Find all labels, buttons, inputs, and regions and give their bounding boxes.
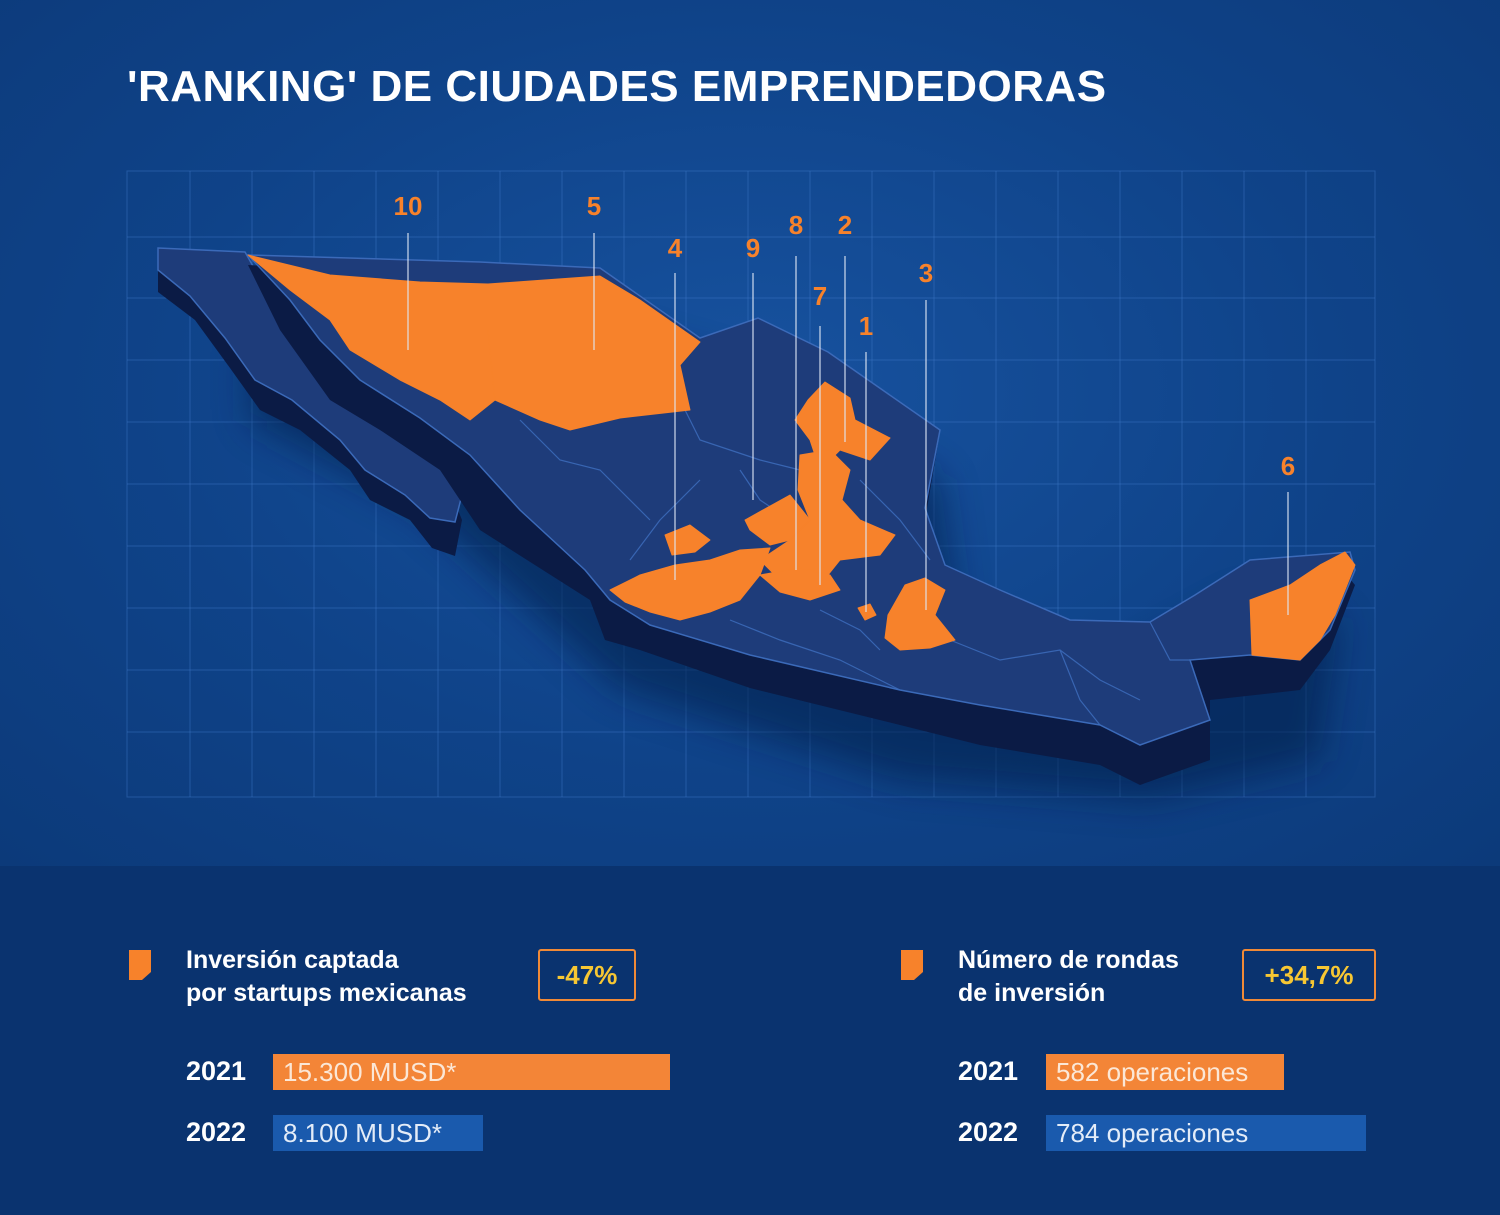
investment-title-line2: por startups mexicanas: [186, 979, 467, 1007]
investment-title: Inversión captada por startups mexicanas: [186, 944, 467, 1010]
state-quintana-roo: [1249, 551, 1356, 661]
state-zacatecas: [744, 494, 811, 546]
leader-lines: [407, 233, 1289, 615]
rank-label-10: 10: [394, 191, 423, 221]
flag-icon: [129, 950, 151, 980]
rank-label-3: 3: [919, 258, 933, 288]
investment-title-line1: Inversión captada: [186, 946, 399, 974]
investment-bar-2022: 8.100 MUSD*: [273, 1115, 483, 1151]
state-sonora: [247, 254, 496, 421]
rounds-year-2021: 2021: [958, 1056, 1019, 1086]
rank-label-7: 7: [813, 281, 827, 311]
rank-label-1: 1: [859, 311, 873, 341]
rank-label-2: 2: [838, 210, 852, 240]
rank-label-4: 4: [668, 233, 683, 263]
rounds-title: Número de rondas de inversión: [958, 944, 1179, 1010]
rank-label-8: 8: [789, 210, 803, 240]
highlighted-states: [247, 254, 1356, 661]
rounds-change-badge: +34,7%: [1242, 949, 1376, 1001]
flag-icon: [901, 950, 923, 980]
investment-panel: Inversión captada por startups mexicanas…: [0, 866, 670, 1215]
stats-section: Inversión captada por startups mexicanas…: [0, 866, 1500, 1215]
rounds-title-line1: Número de rondas: [958, 946, 1179, 974]
state-borders: [519, 399, 1190, 726]
rounds-bar-2021: 582 operaciones: [1046, 1054, 1284, 1090]
state-chihuahua: [487, 275, 701, 431]
rank-label-6: 6: [1281, 451, 1295, 481]
investment-change-badge: -47%: [538, 949, 636, 1001]
rounds-panel: Número de rondas de inversión +34,7% 202…: [772, 866, 1376, 1215]
rounds-title-line2: de inversión: [958, 979, 1106, 1007]
investment-bar-2021: 15.300 MUSD*: [273, 1054, 670, 1090]
rounds-bar-2022: 784 operaciones: [1046, 1115, 1366, 1151]
investment-year-2022: 2022: [186, 1117, 247, 1147]
state-aguascalientes: [664, 524, 711, 556]
investment-year-2021: 2021: [186, 1056, 247, 1086]
mexico-map: 10 5 4 9 8 2 7 1 3 6: [126, 170, 1376, 800]
rounds-year-2022: 2022: [958, 1117, 1019, 1147]
rank-label-5: 5: [587, 191, 601, 221]
state-puebla: [884, 577, 956, 651]
page-title: 'RANKING' DE CIUDADES EMPRENDEDORAS: [127, 62, 1107, 111]
rank-label-9: 9: [746, 233, 760, 263]
